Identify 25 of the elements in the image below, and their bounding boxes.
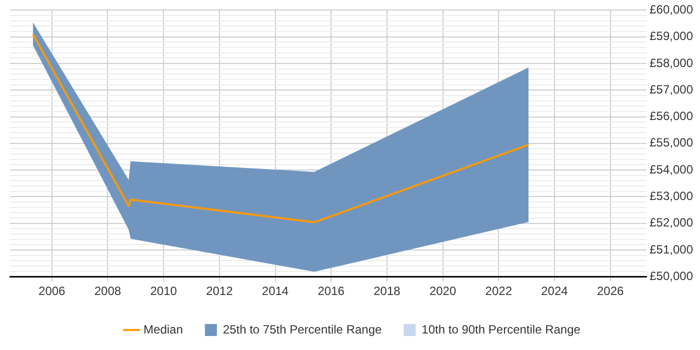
y-tick-label: £60,000: [650, 2, 694, 17]
x-tick-label: 2024: [541, 284, 568, 298]
x-tick-label: 2008: [94, 284, 122, 298]
y-tick-label: £53,000: [650, 188, 694, 203]
y-tick-label: £58,000: [650, 56, 694, 70]
y-tick-label: £50,000: [650, 268, 694, 283]
x-tick-label: 2020: [429, 284, 456, 298]
x-tick-label: 2006: [38, 284, 66, 298]
y-tick-label: £57,000: [650, 82, 694, 96]
y-tick-label: £51,000: [650, 242, 694, 256]
legend-label: 25th to 75th Percentile Range: [222, 322, 382, 336]
legend-label: 10th to 90th Percentile Range: [422, 322, 581, 336]
x-tick-label: 2026: [596, 284, 624, 298]
y-tick-label: £54,000: [650, 162, 694, 176]
x-tick-label: 2022: [485, 284, 512, 298]
x-tick-label: 2010: [150, 284, 178, 298]
x-tick-label: 2014: [262, 284, 289, 298]
legend-label: Median: [144, 322, 183, 336]
x-tick-label: 2012: [206, 284, 234, 298]
y-tick-label: £55,000: [650, 136, 694, 150]
y-tick-label: £52,000: [650, 216, 694, 230]
y-tick-label: £56,000: [650, 109, 694, 124]
y-tick-label: £59,000: [650, 29, 694, 44]
x-tick-label: 2018: [374, 284, 401, 298]
x-tick-label: 2016: [318, 284, 345, 298]
